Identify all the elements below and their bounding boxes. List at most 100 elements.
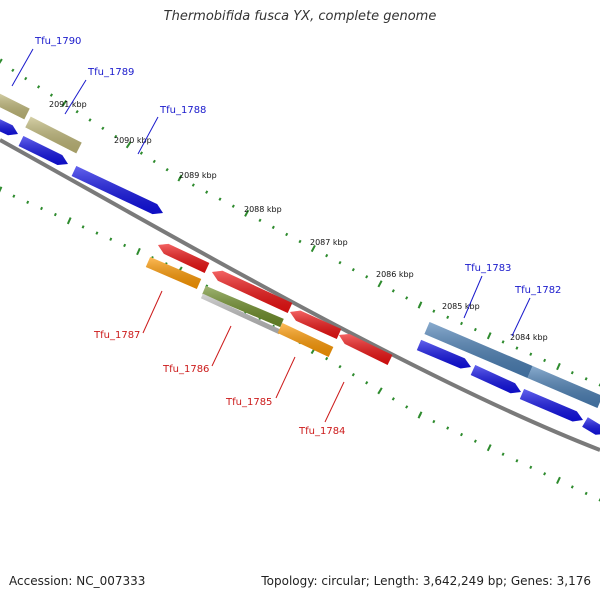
gene-label-forward[interactable]: Tfu_1788 xyxy=(159,105,206,116)
ruler-label: 2087 kbp xyxy=(310,238,348,247)
outer-tick xyxy=(11,68,15,73)
outer-tick xyxy=(165,167,169,172)
outer-tick xyxy=(391,289,395,293)
gene-feature-shading xyxy=(158,243,210,273)
inner-tick xyxy=(40,206,44,211)
inner-tick xyxy=(53,212,57,217)
outer-tick xyxy=(75,109,79,114)
outer-tick xyxy=(473,327,477,332)
gene-feature-shading xyxy=(416,339,471,369)
gene-label-reverse[interactable]: Tfu_1787 xyxy=(93,330,140,341)
gene-feature-shading xyxy=(519,388,583,422)
outer-tick xyxy=(205,190,209,194)
feature-track xyxy=(0,93,600,435)
outer-tick xyxy=(285,232,289,237)
inner-tick xyxy=(460,432,464,437)
inner-tick xyxy=(515,459,519,463)
outer-tick xyxy=(446,315,450,319)
ruler-label: 2090 kbp xyxy=(114,136,152,145)
inner-tick xyxy=(325,356,329,361)
outer-tick xyxy=(460,321,464,326)
inner-tick xyxy=(12,194,16,198)
outer-tick xyxy=(515,346,519,350)
inner-tick xyxy=(473,439,477,443)
gene-label-reverse[interactable]: Tfu_1784 xyxy=(298,426,345,437)
inner-tick xyxy=(570,485,574,489)
gene-feature-shading xyxy=(212,270,293,313)
outer-tick xyxy=(365,275,369,279)
inner-tick xyxy=(109,237,113,241)
inner-tick xyxy=(529,465,533,470)
outer-tick xyxy=(486,332,492,340)
outer-tick xyxy=(88,118,92,122)
gene-label-forward[interactable]: Tfu_1782 xyxy=(514,285,561,296)
inner-tick xyxy=(377,387,383,395)
outer-tick xyxy=(271,225,275,230)
outer-tick xyxy=(177,174,183,182)
outer-tick xyxy=(405,296,409,300)
inner-tick xyxy=(501,452,505,456)
inner-tick xyxy=(365,381,369,385)
ruler-label: 2089 kbp xyxy=(179,171,217,180)
inner-tick xyxy=(0,186,3,193)
callout-line xyxy=(211,325,232,367)
inner-tick xyxy=(81,225,85,229)
outer-tick xyxy=(244,209,250,217)
callout-line xyxy=(275,356,296,399)
gene-label-reverse[interactable]: Tfu_1785 xyxy=(225,397,272,408)
outer-tick xyxy=(584,377,588,381)
gene-feature-shading xyxy=(25,116,82,154)
inner-tick xyxy=(556,476,561,484)
outer-tick xyxy=(125,141,132,149)
gene-feature-shading xyxy=(470,365,521,394)
gene-feature-shading xyxy=(527,366,600,408)
inner-tick xyxy=(584,491,588,496)
ruler-label: 2084 kbp xyxy=(510,333,548,342)
outer-tick xyxy=(432,309,436,313)
gene-feature-shading xyxy=(71,166,163,215)
inner-tick xyxy=(446,426,450,430)
gene-feature-shading xyxy=(277,323,334,357)
outer-tick xyxy=(338,260,342,265)
gene-feature-shading xyxy=(145,256,202,290)
inner-tick xyxy=(486,444,492,452)
callout-line xyxy=(64,79,87,115)
outer-tick-ring xyxy=(0,58,600,387)
outer-tick xyxy=(351,268,355,272)
outer-tick xyxy=(49,93,54,97)
genome-summary: Topology: circular; Length: 3,642,249 bp… xyxy=(261,574,591,588)
outer-tick xyxy=(417,301,423,309)
gene-feature-shading xyxy=(200,293,282,335)
inner-tick xyxy=(95,231,99,235)
ruler-label: 2085 kbp xyxy=(442,302,480,311)
callout-line xyxy=(137,116,159,155)
gene-feature-shading xyxy=(339,334,393,365)
ruler-labels: 2091 kbp 2090 kbp 2089 kbp 2088 kbp 2087 kbp… xyxy=(49,100,548,342)
outer-tick xyxy=(543,358,547,363)
accession-text: Accession: NC_007333 xyxy=(9,574,146,588)
gene-feature-shading xyxy=(202,285,284,328)
gene-label-reverse[interactable]: Tfu_1786 xyxy=(162,364,209,375)
ruler-label: 2088 kbp xyxy=(244,205,282,214)
inner-tick xyxy=(391,397,395,401)
gene-feature-shading xyxy=(424,322,533,378)
gene-label-forward[interactable]: Tfu_1790 xyxy=(34,36,81,47)
gene-label-forward[interactable]: Tfu_1783 xyxy=(464,263,511,274)
callout-line xyxy=(11,48,34,87)
outer-tick xyxy=(101,126,105,131)
outer-tick xyxy=(0,58,3,64)
inner-tick-ring xyxy=(0,186,600,502)
outer-tick xyxy=(61,99,68,107)
map-title: Thermobifida fusca YX, complete genome xyxy=(163,9,437,24)
outer-tick xyxy=(258,218,262,223)
outer-tick xyxy=(556,362,561,371)
inner-tick xyxy=(405,405,409,409)
inner-tick xyxy=(351,373,355,377)
gene-feature-shading xyxy=(0,93,30,120)
callout-line xyxy=(463,275,483,319)
outer-tick xyxy=(231,204,235,208)
gene-label-forward[interactable]: Tfu_1789 xyxy=(87,67,134,78)
outer-tick xyxy=(191,183,195,187)
gene-feature-shading xyxy=(0,119,18,136)
